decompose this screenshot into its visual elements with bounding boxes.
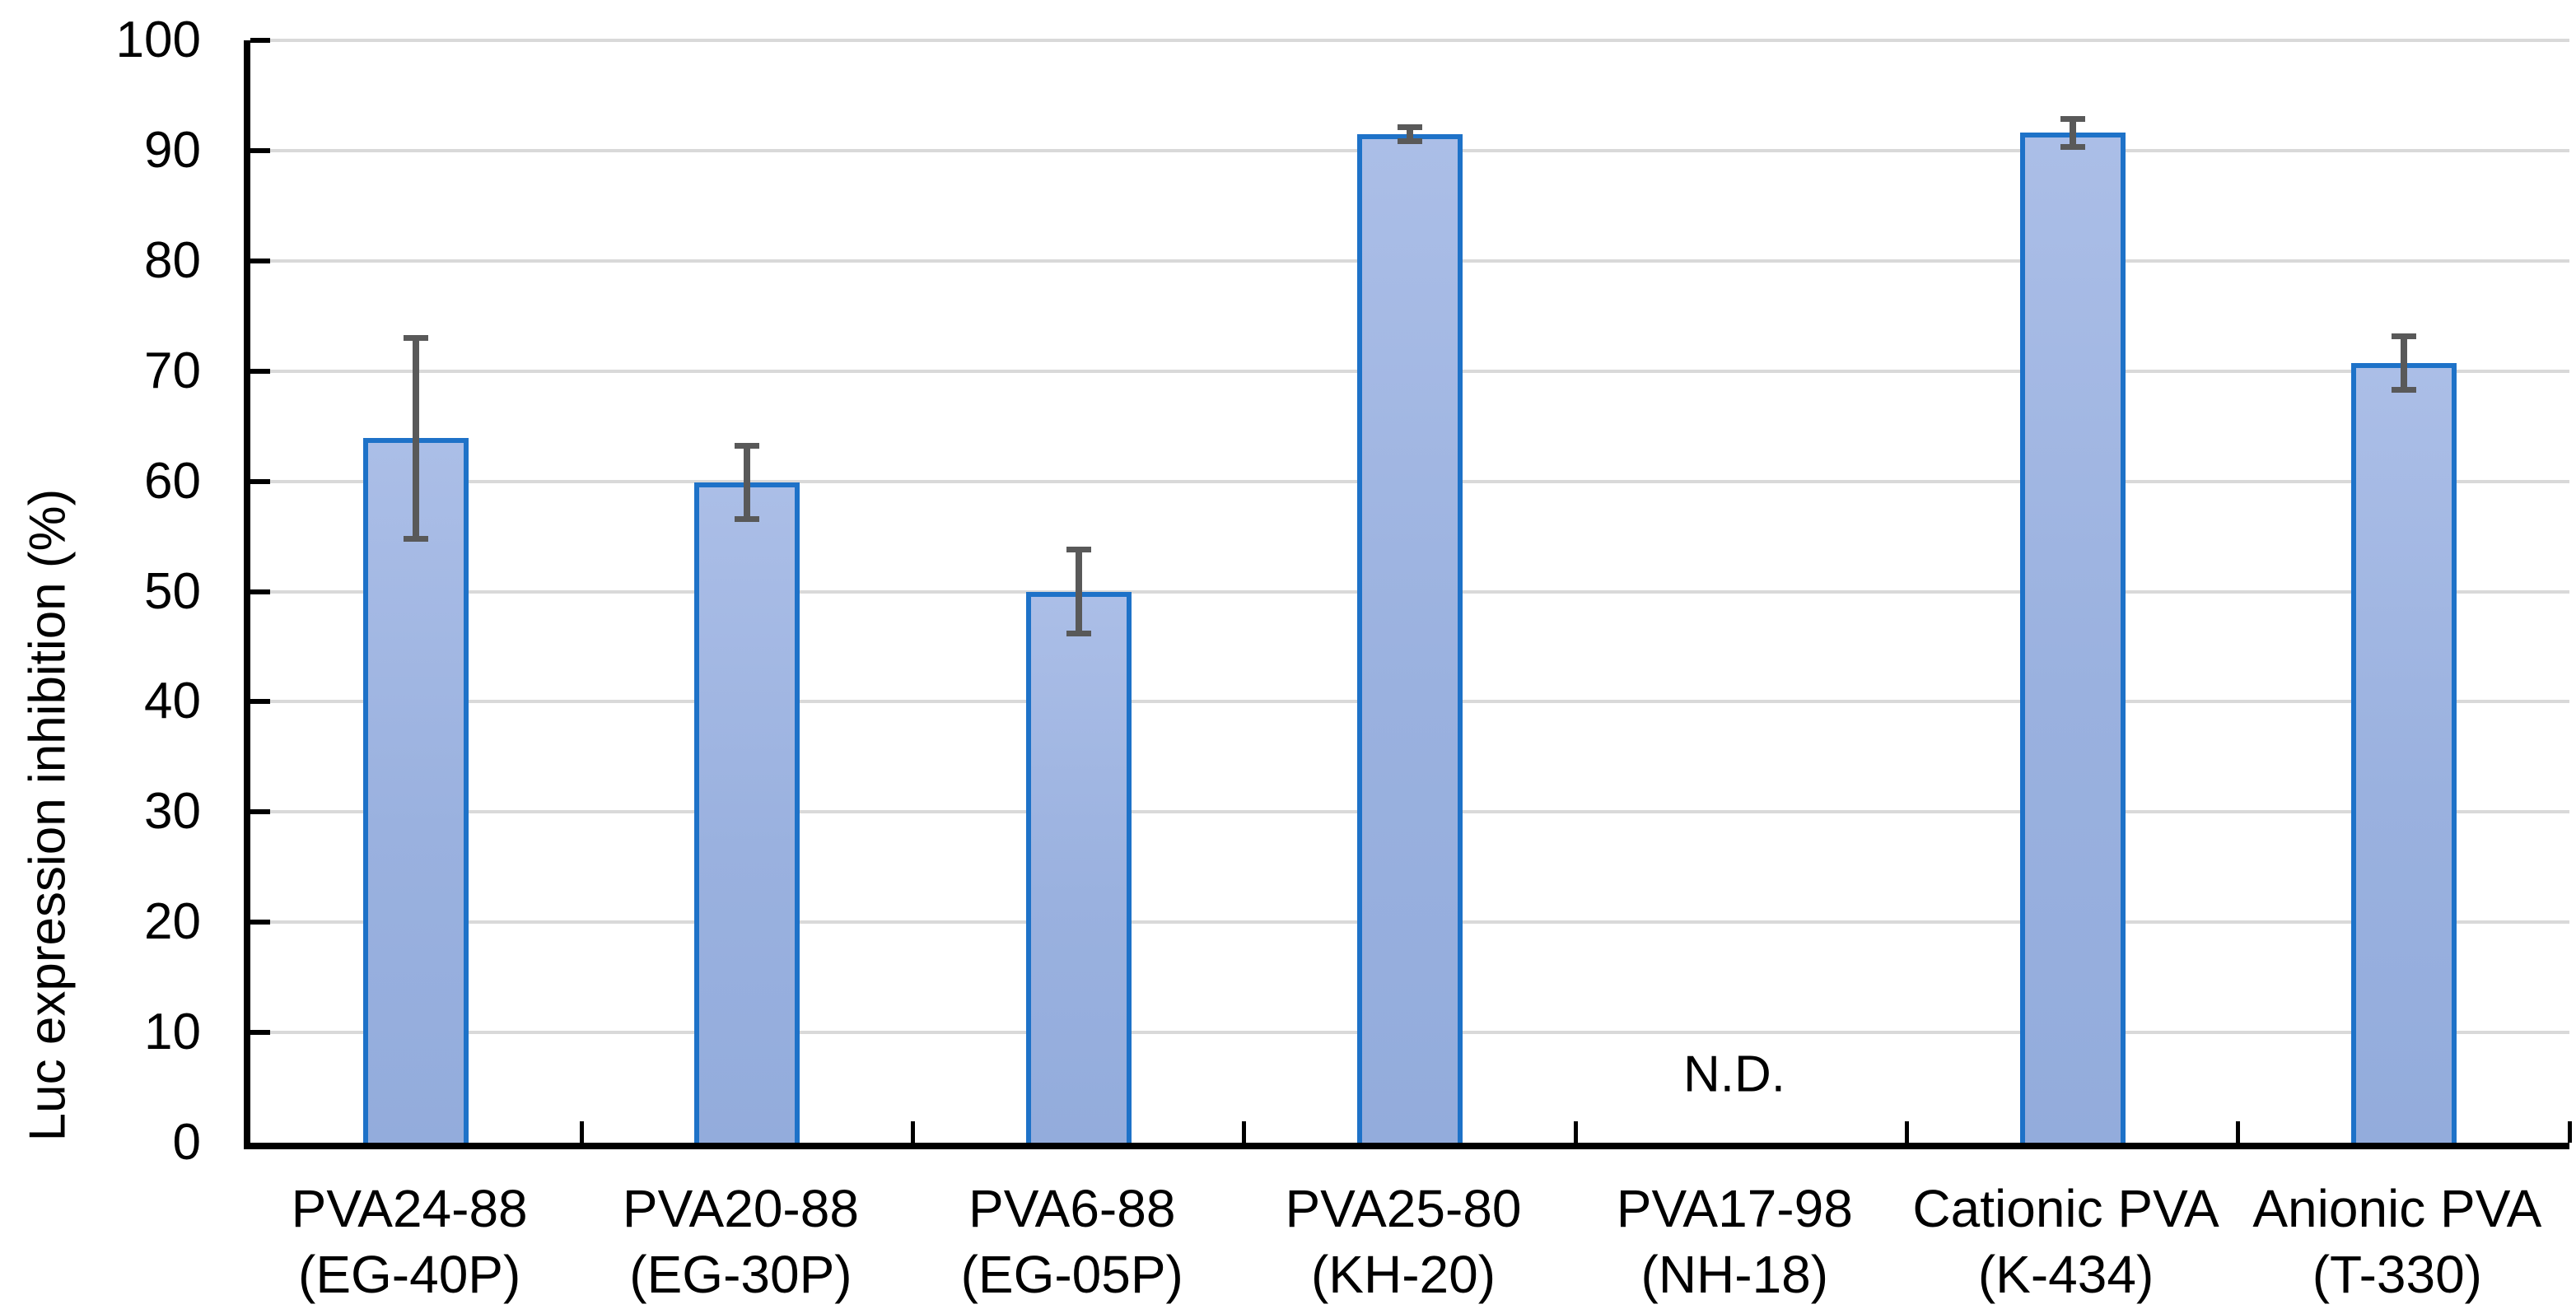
x-axis-boundary-tick-6 <box>2236 1121 2241 1143</box>
error-cap-top-PVA20-88 <box>735 442 760 449</box>
y-tick-label-10: 10 <box>144 1004 201 1061</box>
error-cap-top-Anionic PVA <box>2391 333 2416 340</box>
x-category-label-line2: (KH-20) <box>1310 1245 1496 1304</box>
error-cap-top-Cationic PVA <box>2060 116 2085 123</box>
bar-Cationic PVA <box>2019 133 2126 1143</box>
y-axis-tick-80 <box>250 258 270 263</box>
error-bar-PVA6-88 <box>1075 546 1082 637</box>
y-axis-tick-90 <box>250 147 270 153</box>
x-category-label-Anionic PVA: Anionic PVA (T-330) <box>2232 1176 2563 1307</box>
y-axis-tick-60 <box>250 478 270 484</box>
bar-PVA24-88 <box>363 438 469 1143</box>
y-tick-label-40: 40 <box>144 673 201 730</box>
x-category-label-PVA20-88: PVA20-88 (EG-30P) <box>575 1176 906 1307</box>
x-category-label-PVA25-80: PVA25-80 (KH-20) <box>1238 1176 1569 1307</box>
x-category-label-line1: PVA6-88 <box>968 1179 1176 1238</box>
x-axis-boundary-tick-4 <box>1573 1121 1578 1143</box>
x-category-label-line1: Anionic PVA <box>2252 1179 2542 1238</box>
error-bar-PVA24-88 <box>413 334 420 543</box>
y-axis-tick-40 <box>250 699 270 705</box>
error-cap-bottom-Anionic PVA <box>2391 387 2416 394</box>
x-category-label-line2: (NH-18) <box>1640 1245 1829 1304</box>
error-bar-Cationic PVA <box>2069 116 2076 150</box>
y-tick-label-50: 50 <box>144 562 201 620</box>
error-cap-bottom-PVA20-88 <box>735 516 760 523</box>
y-tick-label-90: 90 <box>144 121 201 179</box>
y-axis-tick-50 <box>250 589 270 594</box>
bar-PVA6-88 <box>1025 591 1132 1143</box>
error-cap-top-PVA25-80 <box>1398 123 1422 130</box>
y-tick-label-30: 30 <box>144 783 201 841</box>
x-category-label-line2: (EG-05P) <box>960 1245 1183 1304</box>
x-axis-boundary-tick-2 <box>911 1121 916 1143</box>
bar-Anionic PVA <box>2350 363 2457 1143</box>
x-category-label-line1: PVA17-98 <box>1616 1179 1853 1238</box>
error-cap-top-PVA24-88 <box>404 334 429 341</box>
y-axis-tick-30 <box>250 809 270 815</box>
plot-area <box>244 38 2572 1149</box>
x-category-label-line2: (K-434) <box>1977 1245 2154 1304</box>
bar-PVA20-88 <box>694 482 800 1143</box>
x-category-label-line1: Cationic PVA <box>1912 1179 2219 1238</box>
gridline-100 <box>250 39 2569 42</box>
x-category-label-PVA24-88: PVA24-88 (EG-40P) <box>244 1176 575 1307</box>
y-axis-tick-70 <box>250 368 270 374</box>
x-category-label-PVA17-98: PVA17-98 (NH-18) <box>1569 1176 1900 1307</box>
error-bar-PVA25-80 <box>1407 123 1413 144</box>
x-axis-boundary-tick-1 <box>579 1121 584 1143</box>
y-axis-tick-100 <box>250 38 270 43</box>
x-category-label-line2: (EG-40P) <box>298 1245 521 1304</box>
y-axis-tick-10 <box>250 1030 270 1036</box>
error-bar-PVA20-88 <box>744 442 751 523</box>
not-detected-label: N.D. <box>1683 1046 1785 1103</box>
error-bar-Anionic PVA <box>2400 333 2407 394</box>
x-category-label-line1: PVA24-88 <box>291 1179 528 1238</box>
y-tick-label-0: 0 <box>172 1114 201 1171</box>
y-tick-label-60: 60 <box>144 452 201 510</box>
x-axis-boundary-tick-5 <box>1904 1121 1909 1143</box>
x-category-label-line1: PVA20-88 <box>622 1179 859 1238</box>
y-tick-label-20: 20 <box>144 893 201 951</box>
x-category-label-line2: (T-330) <box>2312 1245 2482 1304</box>
x-category-label-Cationic PVA: Cationic PVA (K-434) <box>1900 1176 2231 1307</box>
y-tick-label-100: 100 <box>115 12 201 68</box>
bar-PVA25-80 <box>1357 133 1463 1143</box>
x-category-label-PVA6-88: PVA6-88 (EG-05P) <box>907 1176 1238 1307</box>
error-cap-bottom-PVA6-88 <box>1066 631 1091 637</box>
x-category-label-line2: (EG-30P) <box>629 1245 852 1304</box>
error-cap-bottom-Cationic PVA <box>2060 143 2085 150</box>
x-category-label-line1: PVA25-80 <box>1285 1179 1522 1238</box>
x-axis-boundary-tick-3 <box>1242 1121 1247 1143</box>
y-tick-label-80: 80 <box>144 231 201 289</box>
y-axis-tick-20 <box>250 920 270 925</box>
x-axis-boundary-tick-7 <box>2567 1121 2572 1143</box>
error-cap-top-PVA6-88 <box>1066 546 1091 552</box>
error-cap-bottom-PVA24-88 <box>404 536 429 543</box>
y-tick-label-70: 70 <box>144 342 201 399</box>
error-cap-bottom-PVA25-80 <box>1398 137 1422 144</box>
